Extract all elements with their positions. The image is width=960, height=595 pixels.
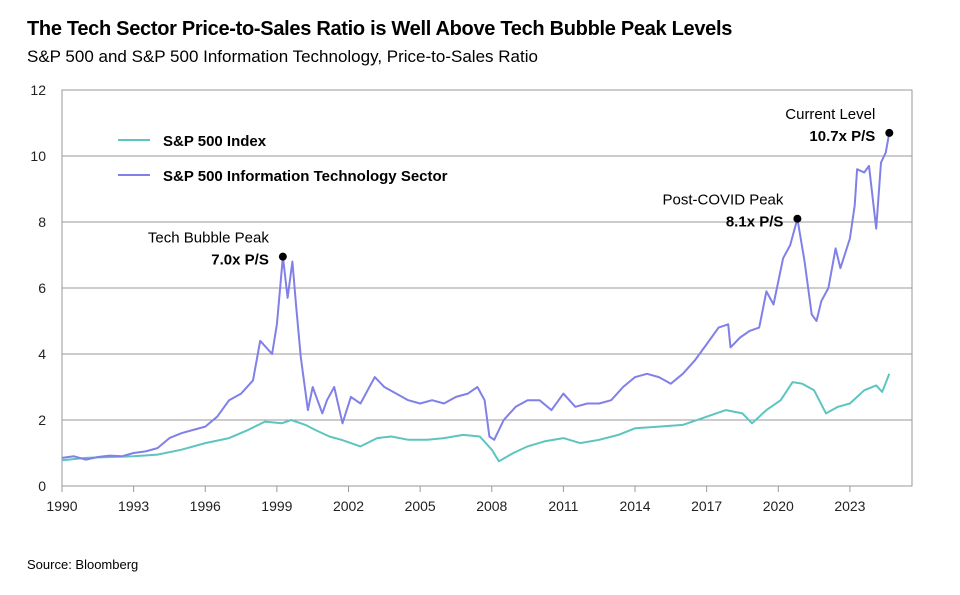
annotation-marker bbox=[885, 128, 894, 137]
x-tick-label: 2017 bbox=[691, 498, 722, 514]
y-tick-label: 12 bbox=[30, 82, 46, 98]
annotation-marker bbox=[278, 252, 287, 261]
source-note: Source: Bloomberg bbox=[27, 557, 139, 572]
x-tick-label: 1996 bbox=[190, 498, 221, 514]
series-line-sp500 bbox=[61, 373, 891, 463]
x-tick-label: 2014 bbox=[619, 498, 650, 514]
legend-label-tech: S&P 500 Information Technology Sector bbox=[163, 168, 448, 185]
annotation-value: 8.1x P/S bbox=[726, 214, 784, 231]
legend-label-sp500: S&P 500 Index bbox=[163, 133, 267, 150]
y-tick-label: 4 bbox=[38, 346, 46, 362]
x-tick-label: 1993 bbox=[118, 498, 149, 514]
y-tick-label: 2 bbox=[38, 412, 46, 428]
x-tick-label: 1990 bbox=[46, 498, 77, 514]
x-tick-label: 2023 bbox=[834, 498, 865, 514]
annotation-value: 10.7x P/S bbox=[809, 128, 875, 145]
y-tick-label: 6 bbox=[38, 280, 46, 296]
annotation-label: Tech Bubble Peak bbox=[148, 230, 269, 247]
chart-title: The Tech Sector Price-to-Sales Ratio is … bbox=[27, 18, 733, 40]
annotation-label: Post-COVID Peak bbox=[663, 192, 784, 209]
series-line-tech bbox=[61, 132, 891, 461]
x-tick-label: 2011 bbox=[548, 498, 578, 514]
y-tick-label: 10 bbox=[30, 148, 46, 164]
x-tick-label: 2005 bbox=[405, 498, 436, 514]
x-tick-label: 1999 bbox=[261, 498, 292, 514]
annotation-label: Current Level bbox=[785, 106, 875, 123]
x-tick-label: 2008 bbox=[476, 498, 507, 514]
annotation-marker bbox=[793, 214, 802, 223]
y-tick-label: 8 bbox=[38, 214, 46, 230]
y-tick-label: 0 bbox=[38, 478, 46, 494]
x-tick-label: 2020 bbox=[763, 498, 794, 514]
legend: S&P 500 Index S&P 500 Information Techno… bbox=[118, 133, 448, 185]
x-tick-label: 2002 bbox=[333, 498, 364, 514]
annotation-value: 7.0x P/S bbox=[211, 252, 269, 269]
chart-subtitle: S&P 500 and S&P 500 Information Technolo… bbox=[27, 47, 538, 66]
